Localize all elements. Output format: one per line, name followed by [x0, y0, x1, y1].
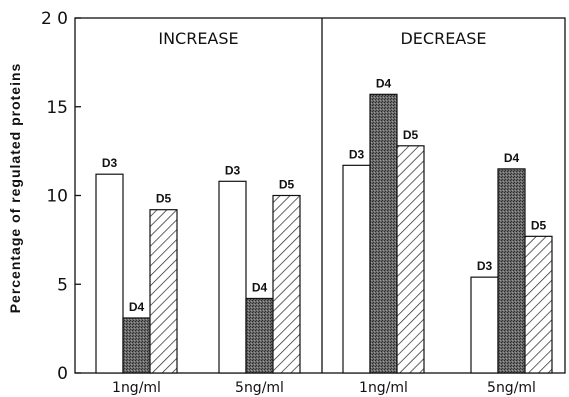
x-category-label: 1ng/ml [359, 380, 408, 396]
bar-d5 [524, 235, 553, 374]
y-tick-label: 15 [46, 98, 68, 118]
y-tick-label: 10 [46, 187, 68, 207]
labels: D3 D4 D5 1ng/ml D3 D4 D5 5ng/ml D3 D4 D5 1ng/ml D3 D4… [102, 76, 547, 396]
bar-label: D3 [349, 147, 365, 161]
bar-label: D4 [252, 280, 268, 294]
bar-label: D3 [102, 156, 118, 170]
y-axis-label: Percentage of regulated proteins [7, 63, 23, 314]
bar-d4 [122, 317, 151, 374]
y-tick-label: 2 0 [41, 9, 68, 29]
bars [95, 93, 553, 374]
bar-d3 [342, 164, 371, 374]
bar-d5 [272, 194, 301, 374]
bar-label: D3 [225, 163, 241, 177]
plot-frame: 0 5 10 15 2 0 INCREASE DECREASE [41, 9, 566, 384]
bar-label: D5 [279, 178, 295, 192]
bar-d3 [95, 173, 124, 374]
bar-d3 [218, 180, 247, 374]
bar-label: D4 [504, 151, 520, 165]
bar-label: D4 [376, 76, 392, 90]
panel-title: INCREASE [158, 29, 238, 48]
bar-d4 [497, 168, 526, 374]
bar-label: D5 [156, 192, 172, 206]
x-category-label: 5ng/ml [487, 380, 536, 396]
bar-d5 [149, 209, 178, 374]
bar-d4 [245, 297, 274, 374]
bar-label: D5 [531, 218, 547, 232]
y-tick-label: 0 [57, 364, 68, 384]
x-category-label: 5ng/ml [235, 380, 284, 396]
x-category-label: 1ng/ml [112, 380, 161, 396]
bar-d5 [396, 145, 425, 374]
bar-label: D3 [477, 259, 493, 273]
bar-label: D4 [129, 300, 145, 314]
y-tick-label: 5 [57, 275, 68, 295]
bar-d4 [369, 93, 398, 374]
bar-label: D5 [403, 128, 419, 142]
panel-title: DECREASE [400, 29, 486, 48]
bar-d3 [470, 276, 499, 374]
